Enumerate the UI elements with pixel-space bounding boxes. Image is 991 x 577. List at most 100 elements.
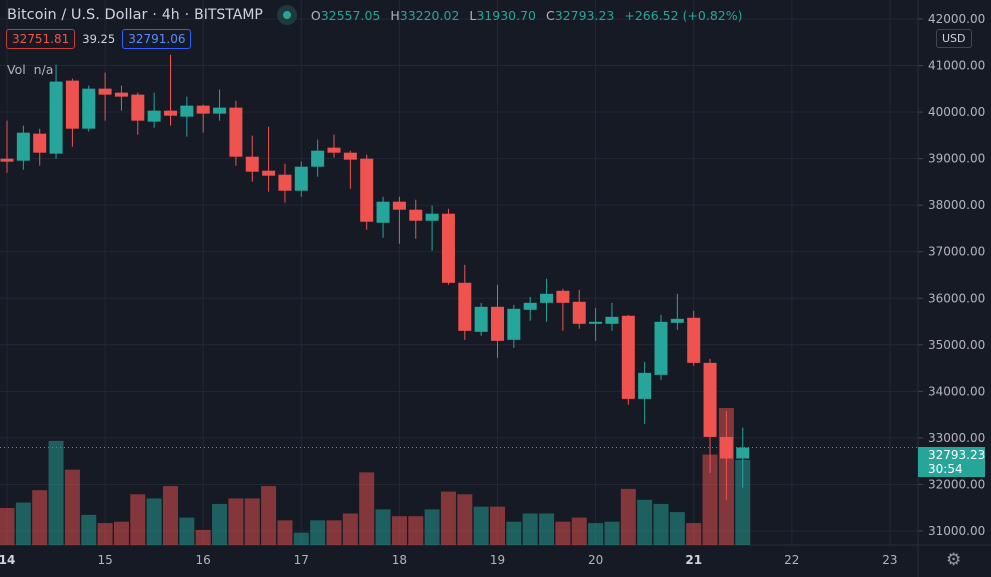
candle-body [229,107,243,157]
candle-body [114,92,128,97]
candle-body [523,302,537,310]
bar-countdown: 30:54 [928,462,963,476]
volume-bar [522,513,538,545]
candle-body [654,321,668,375]
candle [360,154,374,230]
volume-bar [97,523,113,545]
candle-body [131,94,145,121]
volume-bar [0,508,15,545]
volume-bar [81,514,97,545]
candle [114,85,128,111]
symbol-legend: Bitcoin / U.S. Dollar · 4h · BITSTAMP O3… [7,5,749,25]
candle-body [474,306,488,332]
currency-button[interactable]: USD [936,29,972,48]
candle [49,64,63,159]
x-tick-label: 19 [490,553,505,567]
candle-body [589,321,603,324]
close-value: 32793.23 [554,7,615,23]
x-tick-label: 17 [294,553,309,567]
candle [523,296,537,321]
candle-body [441,213,455,283]
symbol-name[interactable]: Bitcoin / U.S. Dollar [7,7,148,23]
volume-bar [64,469,80,545]
volume-legend: Vol n/a [7,62,53,77]
low-label: L [469,7,477,23]
volume-bar [620,488,636,545]
y-tick-label: 31000.00 [928,524,985,538]
candle [213,89,227,121]
candle [131,92,145,135]
volume-bar [244,498,260,545]
buy-button[interactable]: 32791.06 [122,29,192,49]
volume-bar [15,502,31,545]
volume-bar [588,523,604,545]
candle [670,293,684,330]
y-tick-label: 39000.00 [928,152,985,166]
candle [736,427,750,488]
candle-body [621,315,635,399]
volume-label[interactable]: Vol [7,62,26,77]
candle [196,104,210,133]
candle [474,302,488,336]
market-status-icon[interactable] [276,5,297,25]
candle-body [572,301,586,324]
exchange: BITSTAMP [194,7,263,23]
candle-body [670,318,684,323]
candle [540,278,554,322]
volume-bar [669,512,685,545]
candle-body [343,152,357,160]
y-tick-label: 32000.00 [928,477,985,491]
candle [98,72,112,121]
volume-bar [637,499,653,545]
candle-body [33,133,47,153]
candle-body [49,81,63,154]
volume-bar [735,460,751,545]
y-tick-label: 38000.00 [928,198,985,212]
candle-body [392,201,406,210]
candle-body [491,306,504,341]
candle [441,208,455,285]
interval[interactable]: 4h [161,7,180,23]
candle [589,307,603,341]
candle [621,314,635,405]
volume-bar [310,520,326,545]
volume-bar [179,517,195,545]
candle-body [605,316,619,324]
candle-body [556,290,570,303]
candle [392,196,406,244]
change-value: +266.52 (+0.82%) [624,7,743,23]
volume-bar [702,454,718,545]
candle [180,96,194,137]
candle [33,128,47,166]
candle-body [409,209,423,221]
candle-body [278,174,292,191]
gear-icon[interactable]: ⚙ [946,550,962,570]
y-tick-label: 40000.00 [928,105,985,119]
candle [638,361,652,424]
candle-body [327,147,341,153]
x-tick-label: 22 [784,553,799,567]
high-value: 33220.02 [399,7,460,23]
volume-bar [375,509,391,545]
y-tick-label: 34000.00 [928,384,985,398]
separator: · [152,7,157,23]
candle [294,161,308,197]
candle-body [458,282,472,331]
volume-bar [293,532,309,545]
candle [556,288,570,331]
ohlc-values: O32557.05 H33220.02 L31930.70 C32793.23 … [311,8,749,23]
candle [425,205,439,251]
x-tick-label: 16 [196,553,211,567]
candle-body [196,105,210,114]
candle-body [294,166,308,191]
candle-body [0,158,14,162]
sell-button[interactable]: 32751.81 [6,29,76,49]
volume-bar [113,521,129,545]
candle-body [719,436,733,459]
candle [343,150,357,189]
volume-bar [391,516,407,545]
candle-body [311,150,325,167]
candle-body [245,156,259,172]
